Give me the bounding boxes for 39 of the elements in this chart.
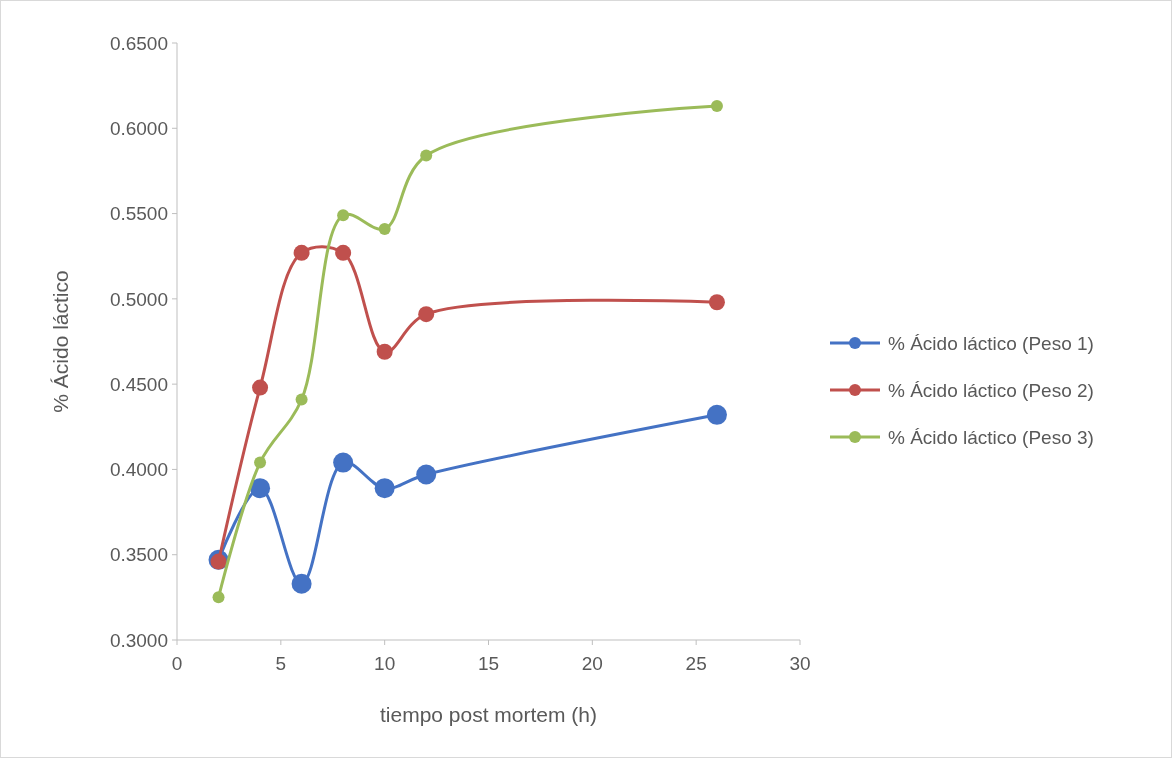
x-tick-label: 10 xyxy=(374,653,396,674)
y-tick-label: 0.4000 xyxy=(109,459,168,481)
y-tick-label: 0.6500 xyxy=(109,32,168,54)
point xyxy=(291,573,312,594)
legend-label: % Ácido láctico (Peso 2) xyxy=(888,379,1094,401)
x-axis-title: tiempo post mortem (h) xyxy=(379,703,598,726)
point xyxy=(254,456,267,469)
point xyxy=(420,149,433,162)
point xyxy=(335,244,352,261)
point xyxy=(418,306,435,323)
y-tick-label: 0.4500 xyxy=(109,373,168,395)
x-tick-label: 15 xyxy=(477,653,500,674)
y-tick-label: 0.3500 xyxy=(109,544,168,566)
point xyxy=(295,393,308,406)
legend-label: % Ácido láctico (Peso 3) xyxy=(888,426,1094,448)
point xyxy=(376,343,393,360)
x-tick-label: 25 xyxy=(685,653,707,674)
x-tick-label: 0 xyxy=(171,653,183,674)
y-tick-label: 0.3000 xyxy=(109,629,168,651)
y-tick-label: 0.6000 xyxy=(109,117,168,139)
point xyxy=(708,294,725,311)
point xyxy=(710,100,723,113)
point xyxy=(333,452,354,473)
point xyxy=(293,244,310,261)
point xyxy=(212,591,225,604)
y-tick-label: 0.5500 xyxy=(109,203,168,225)
y-axis-title: % Ácido láctico xyxy=(49,270,72,413)
point xyxy=(374,478,395,499)
x-tick-label: 5 xyxy=(275,653,287,674)
x-tick-label: 20 xyxy=(581,653,603,674)
point xyxy=(337,209,350,222)
legend-label: % Ácido láctico (Peso 1) xyxy=(888,332,1094,354)
point xyxy=(706,404,727,425)
y-tick-label: 0.5000 xyxy=(109,288,168,310)
point xyxy=(252,379,269,396)
point xyxy=(416,464,437,485)
x-tick-label: 30 xyxy=(789,653,811,674)
point xyxy=(250,478,271,499)
point xyxy=(378,222,391,235)
